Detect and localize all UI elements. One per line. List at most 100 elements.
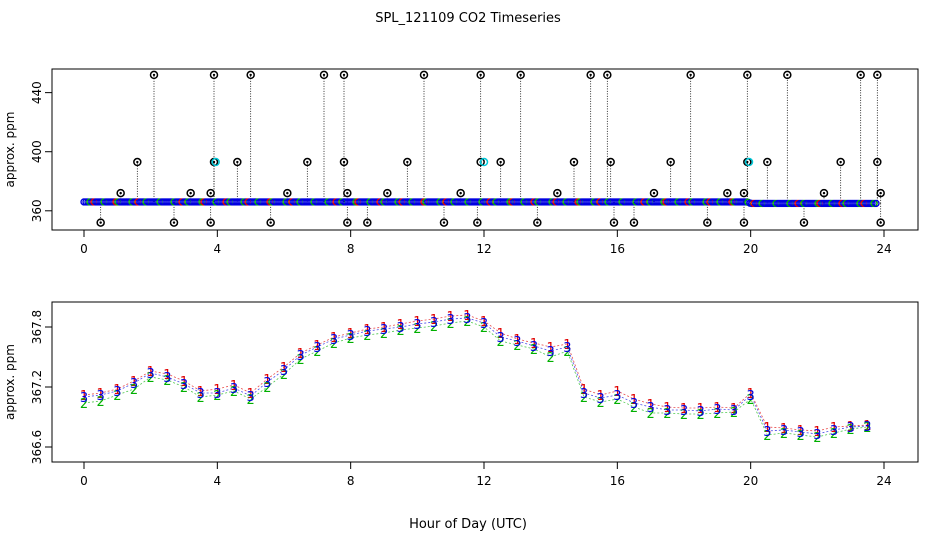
spike-point [739,218,749,227]
series-line-3 [83,317,868,435]
spike-point [783,70,792,80]
series-point-1: 1 [413,315,421,330]
spike-point [743,70,752,80]
series-point-1: 1 [363,323,371,338]
series-point-3: 3 [697,405,705,420]
series-point-3: 3 [863,420,871,435]
spike-point [339,70,349,80]
series-point-2: 2 [747,393,755,408]
series-point-1: 1 [380,321,388,336]
spike-point [116,188,125,198]
spike-point [666,157,675,167]
series-point-3: 3 [513,335,521,350]
spike-point-core [556,191,559,195]
spike-point-core [306,160,309,164]
spike-point-core [499,160,502,164]
series-point-2: 2 [663,407,671,422]
series-point-3: 3 [397,321,405,336]
series-point-3: 3 [147,367,155,382]
spike-point-core [786,73,789,77]
series-point-2: 2 [780,427,788,442]
series-point-2: 2 [830,427,838,442]
spike-point-core [172,221,176,224]
series-point-2: 2 [180,381,188,396]
spike-point [649,188,659,198]
series-point-3: 3 [413,318,421,333]
y-tick-label: 367.2 [30,370,44,404]
x-tick-label: 24 [876,242,891,256]
series-point-2: 2 [247,393,255,408]
series-point-1: 1 [863,419,871,434]
y-tick-label: 400 [30,140,44,163]
series-point-2: 2 [463,315,471,330]
spike-point-core [152,73,156,77]
spike-point-core [366,221,369,224]
series-point-1: 1 [797,424,805,439]
series-point-2: 2 [730,406,738,421]
spike-point-core [876,73,879,77]
x-tick-label: 12 [476,242,491,256]
spike-point-core [589,73,592,77]
cyan-point [744,157,754,167]
spike-point-core [459,191,462,195]
series-point-3: 3 [663,404,671,419]
series-point-1: 1 [713,401,721,416]
top-panel: 0 4 8 12 16 20 24 360 400 440 approx. ppm [3,68,919,256]
series-point-2: 2 [713,407,721,422]
spike-point-core [346,191,349,195]
spike-point [476,70,485,80]
series-point-2: 2 [797,429,805,444]
spike-point-core [519,73,522,77]
series-point-2: 2 [530,343,538,358]
series-point-3: 3 [213,387,221,402]
series-point-3: 3 [497,331,505,346]
spike-point-core [612,221,616,224]
series-point-2: 2 [480,321,488,336]
series-point-3: 3 [97,389,105,404]
series-point-2: 2 [297,353,305,368]
series-point-1: 1 [297,347,305,362]
series-point-2: 2 [130,383,138,398]
spike-point-core [746,160,749,164]
series-point-1: 1 [580,383,588,398]
series-point-3: 3 [563,341,571,356]
series-point-2: 2 [697,408,705,423]
spike-point [686,70,695,80]
spike-point [133,157,142,167]
spike-point [456,188,465,198]
series-point-1: 1 [80,389,88,404]
spike-point-core [209,191,212,195]
series-point-1: 1 [163,368,171,383]
series-point-3: 3 [197,387,205,402]
spike-point-core [479,73,482,77]
series-point-2: 2 [313,345,321,360]
spike-point [363,218,372,227]
series-point-3: 3 [447,313,455,328]
x-tick-label: 16 [610,474,625,488]
x-tick-label: 12 [476,474,491,488]
series-point-3: 3 [847,421,855,436]
y-tick-label: 367.8 [30,310,44,344]
series-point-3: 3 [163,371,171,386]
series-point-2: 2 [580,391,588,406]
series-point-3: 3 [80,391,88,406]
spike-point-core [652,191,656,195]
series-point-1: 1 [97,387,105,402]
series-point-3: 3 [297,349,305,364]
series-point-1: 1 [630,393,638,408]
series-point-2: 2 [280,368,288,383]
spike-point-core [802,221,806,224]
spike-point [343,218,352,227]
series-point-3: 3 [647,401,655,416]
y-axis-label: approx. ppm [3,344,17,420]
spike-point [206,188,215,198]
spike-point [319,70,329,80]
series-point-1: 1 [330,331,338,346]
series-point-2: 2 [497,335,505,350]
spike-point-core [212,160,216,164]
spike-point-core [119,191,122,195]
spike-point-core [879,191,882,195]
series-point-1: 1 [113,383,121,398]
spike-point [339,157,349,167]
